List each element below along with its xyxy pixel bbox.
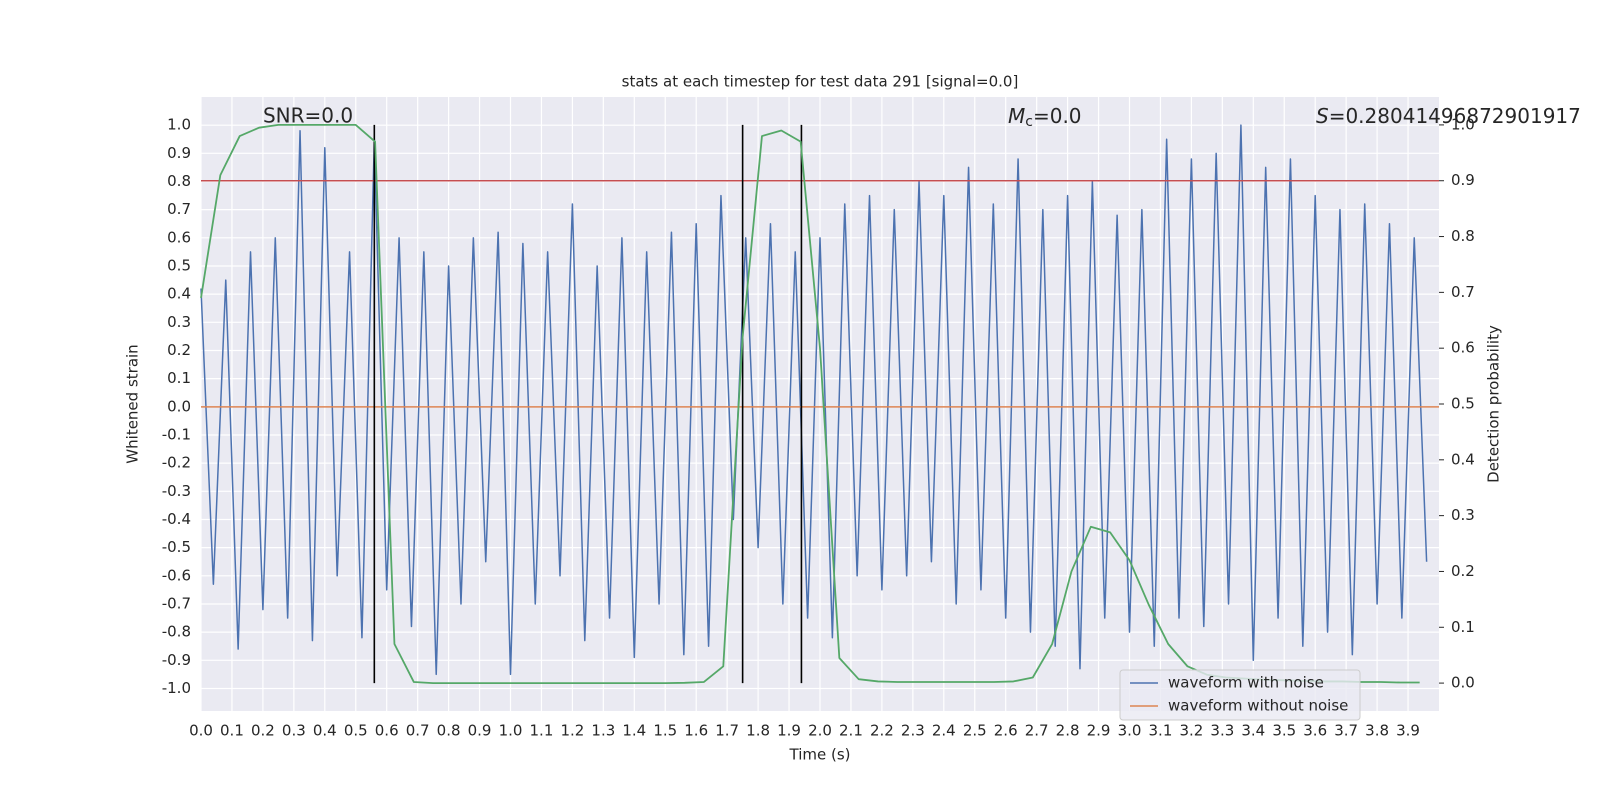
x-tick-label: 1.1: [530, 722, 554, 740]
x-tick-label: 0.9: [468, 722, 492, 740]
y-axis-label: Whitened strain: [124, 344, 142, 463]
x-tick-label: 1.8: [746, 722, 770, 740]
x-tick-label: 0.4: [313, 722, 337, 740]
x-tick-label: 3.9: [1396, 722, 1420, 740]
annotation-symbol: S: [1316, 104, 1329, 128]
y2-tick-label: 0.5: [1451, 395, 1475, 413]
x-tick-label: 3.7: [1334, 722, 1358, 740]
x-tick-label: 1.5: [653, 722, 677, 740]
y-tick-label: 0.8: [167, 172, 191, 190]
y-tick-label: -1.0: [162, 679, 191, 697]
y-tick-label: 0.1: [167, 369, 191, 387]
x-tick-label: 2.6: [994, 722, 1018, 740]
y-tick-label: 0.3: [167, 313, 191, 331]
y-tick-label: -0.6: [162, 566, 191, 584]
x-tick-label: 2.7: [1025, 722, 1049, 740]
x-tick-label: 1.7: [715, 722, 739, 740]
x-tick-label: 1.2: [560, 722, 584, 740]
y-tick-label: 0.5: [167, 256, 191, 274]
y-tick-label: -0.7: [162, 594, 191, 612]
x-tick-label: 3.2: [1179, 722, 1203, 740]
y2-tick-label: 0.4: [1451, 450, 1475, 468]
y-tick-label: 0.6: [167, 228, 191, 246]
y2-axis-label: Detection probability: [1485, 325, 1503, 483]
y-tick-label: 0.4: [167, 285, 191, 303]
x-tick-label: 1.3: [591, 722, 615, 740]
x-tick-label: 0.3: [282, 722, 306, 740]
x-axis-label: Time (s): [789, 746, 851, 764]
y2-tick-label: 0.6: [1451, 339, 1475, 357]
y-tick-label: -0.1: [162, 425, 191, 443]
x-tick-label: 3.3: [1210, 722, 1234, 740]
x-tick-label: 3.0: [1118, 722, 1142, 740]
x-tick-label: 2.4: [932, 722, 956, 740]
x-tick-label: 2.1: [839, 722, 863, 740]
x-tick-label: 0.7: [406, 722, 430, 740]
y-tick-label: -0.5: [162, 538, 191, 556]
y2-tick-label: 1.0: [1451, 115, 1475, 133]
legend-label: waveform with noise: [1168, 674, 1324, 692]
x-tick-label: 1.0: [499, 722, 523, 740]
x-tick-label: 1.4: [622, 722, 646, 740]
x-tick-label: 3.8: [1365, 722, 1389, 740]
x-tick-label: 3.6: [1303, 722, 1327, 740]
annotation: SNR=0.0: [263, 104, 353, 128]
x-tick-label: 2.3: [901, 722, 925, 740]
y-tick-label: -0.9: [162, 651, 191, 669]
y-tick-label: 0.7: [167, 200, 191, 218]
annotation-symbol: M: [1008, 104, 1025, 128]
legend: [1119, 669, 1361, 721]
y-tick-label: -0.2: [162, 454, 191, 472]
y-tick-label: -0.3: [162, 482, 191, 500]
x-tick-label: 2.8: [1056, 722, 1080, 740]
y-tick-label: 1.0: [167, 116, 191, 134]
annotation: Mc=0.0: [1008, 104, 1082, 131]
annotation: S=0.28041496872901917: [1316, 104, 1581, 128]
legend-label: waveform without noise: [1168, 697, 1348, 715]
y-tick-label: 0.2: [167, 341, 191, 359]
x-tick-label: 0.1: [220, 722, 244, 740]
x-tick-label: 1.6: [684, 722, 708, 740]
x-tick-label: 0.0: [189, 722, 213, 740]
y-tick-label: -0.8: [162, 623, 191, 641]
x-tick-label: 0.8: [437, 722, 461, 740]
y-tick-label: -0.4: [162, 510, 191, 528]
y2-tick-label: 0.3: [1451, 506, 1475, 524]
series-line: [200, 124, 1428, 676]
x-tick-label: 2.5: [963, 722, 987, 740]
x-tick-label: 3.1: [1149, 722, 1173, 740]
chart-title: stats at each timestep for test data 291…: [622, 73, 1019, 91]
y2-tick-label: 0.0: [1451, 674, 1475, 692]
x-tick-label: 2.9: [1087, 722, 1111, 740]
x-tick-label: 0.6: [375, 722, 399, 740]
y2-tick-label: 0.9: [1451, 171, 1475, 189]
y2-tick-label: 0.7: [1451, 283, 1475, 301]
y-tick-label: 0.9: [167, 144, 191, 162]
x-tick-label: 3.4: [1241, 722, 1265, 740]
annotation-text: =0.28041496872901917: [1329, 104, 1581, 128]
y-tick-label: 0.0: [167, 397, 191, 415]
x-tick-label: 2.2: [870, 722, 894, 740]
x-tick-label: 3.5: [1272, 722, 1296, 740]
annotation-text: =0.0: [1033, 104, 1082, 128]
x-tick-label: 2.0: [808, 722, 832, 740]
annotation-subscript: c: [1025, 114, 1033, 130]
y2-tick-label: 0.8: [1451, 227, 1475, 245]
x-tick-label: 0.2: [251, 722, 275, 740]
x-tick-label: 1.9: [777, 722, 801, 740]
y2-tick-label: 0.1: [1451, 618, 1475, 636]
x-tick-label: 0.5: [344, 722, 368, 740]
y2-tick-label: 0.2: [1451, 562, 1475, 580]
